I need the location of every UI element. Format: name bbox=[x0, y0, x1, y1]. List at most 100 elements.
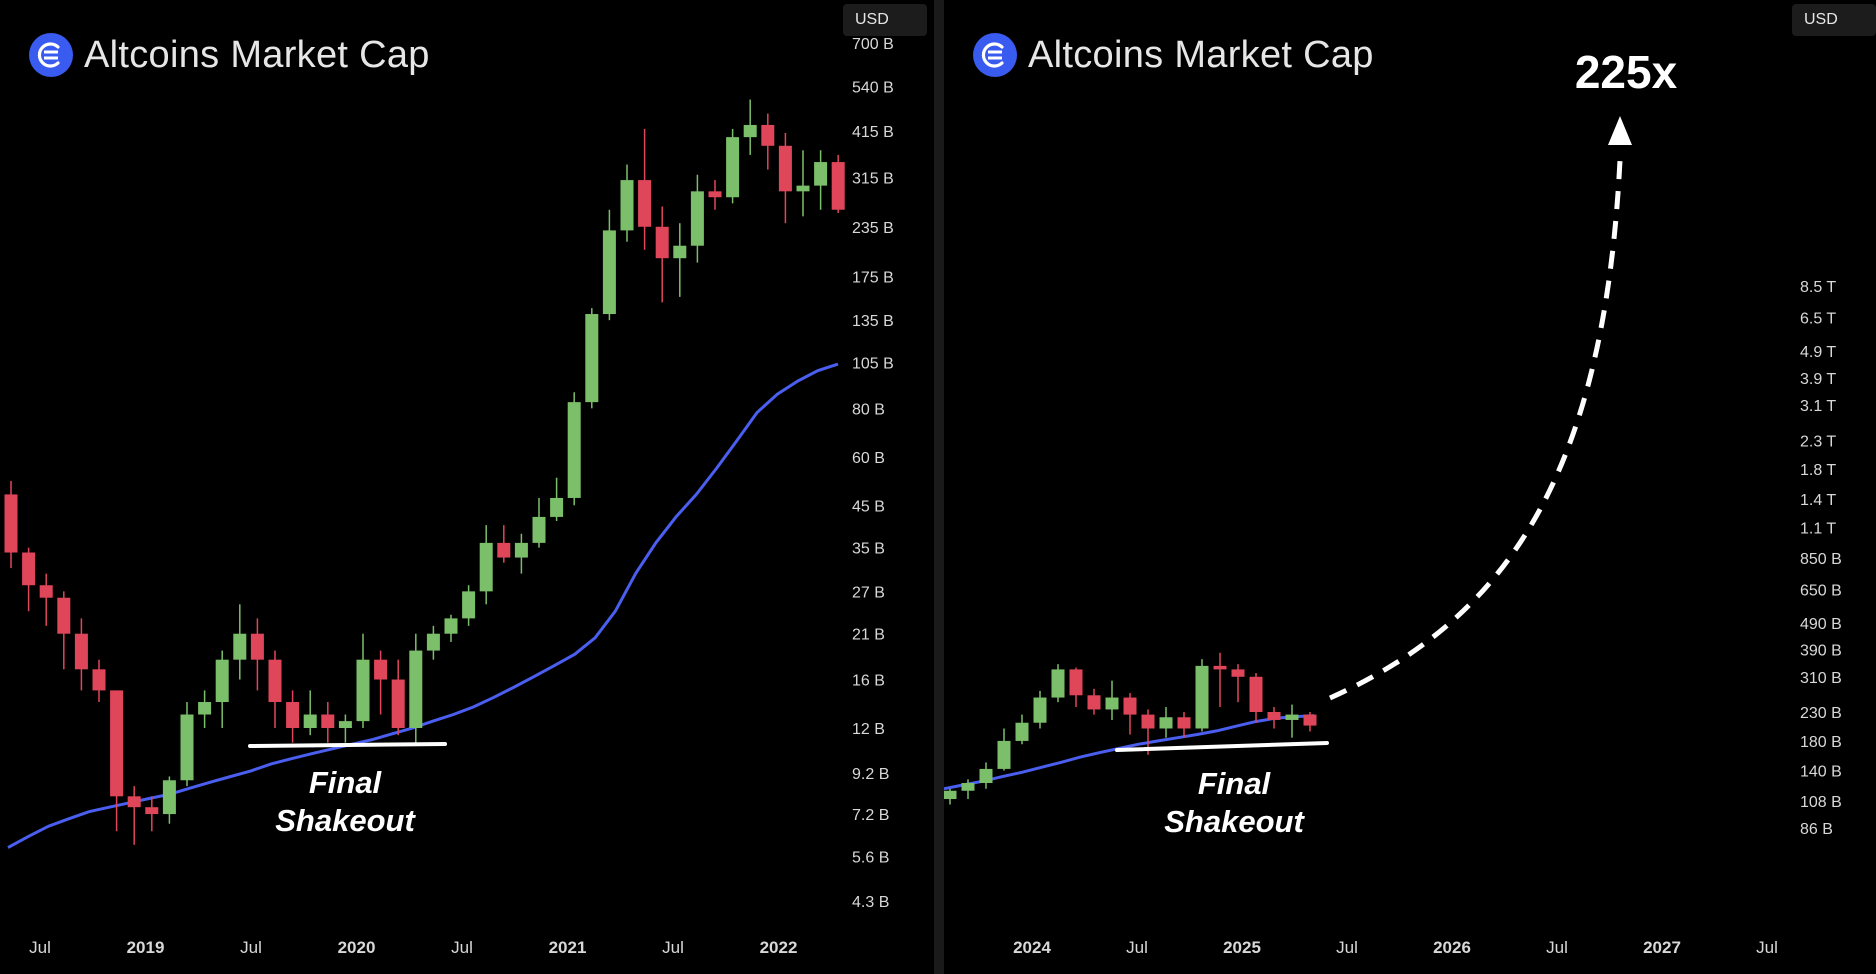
candle bbox=[778, 132, 792, 224]
candle-body bbox=[74, 633, 88, 670]
candle bbox=[550, 477, 564, 521]
candle-body bbox=[1159, 717, 1173, 729]
candle-body bbox=[145, 807, 159, 815]
y-tick-label: 105 B bbox=[852, 356, 894, 373]
projection-arrowhead-icon bbox=[1608, 116, 1632, 145]
candle-body bbox=[550, 497, 564, 517]
y-tick-label: 35 B bbox=[852, 541, 885, 558]
y-tick-label: 540 B bbox=[852, 80, 894, 97]
candle-body bbox=[1213, 665, 1227, 670]
candle bbox=[180, 702, 194, 787]
y-tick-label: 7.2 B bbox=[852, 807, 889, 824]
left-title-block: Altcoins Market Cap bbox=[28, 32, 430, 78]
y-tick-label: 86 B bbox=[1800, 821, 1833, 838]
candle bbox=[532, 497, 546, 548]
candle-body bbox=[761, 124, 775, 146]
y-tick-label: 700 B bbox=[852, 36, 894, 53]
y-tick-label: 310 B bbox=[1800, 670, 1842, 687]
projection-arrow bbox=[1328, 159, 1623, 701]
candle-body bbox=[444, 618, 458, 634]
candle bbox=[979, 762, 993, 789]
right-chart-panel: 8.5 T 6.5 T 4.9 T 3.9 T 3.1 T 2.3 T 1.8 T 1.4 T… bbox=[944, 0, 1876, 974]
candle bbox=[497, 525, 511, 563]
y-tick-label: 415 B bbox=[852, 124, 894, 141]
x-tick-label: 2027 bbox=[1643, 938, 1681, 957]
altcoin-logo-icon bbox=[29, 33, 73, 77]
y-tick-label: 3.9 T bbox=[1800, 371, 1836, 388]
candle bbox=[1195, 659, 1209, 732]
y-tick-label: 108 B bbox=[1800, 794, 1842, 811]
y-tick-label: 9.2 B bbox=[852, 766, 889, 783]
candle bbox=[74, 618, 88, 691]
y-tick-label: 390 B bbox=[1800, 643, 1842, 660]
candle bbox=[462, 585, 476, 626]
candle-body bbox=[673, 245, 687, 259]
candle bbox=[250, 618, 264, 691]
candle bbox=[638, 128, 652, 250]
candle-body bbox=[602, 230, 616, 315]
candle bbox=[198, 690, 212, 728]
candle bbox=[997, 728, 1011, 771]
candle-body bbox=[356, 659, 370, 722]
right-title-block: Altcoins Market Cap bbox=[972, 32, 1374, 78]
candle-body bbox=[426, 633, 440, 651]
candle-body bbox=[497, 542, 511, 558]
candle-body bbox=[743, 124, 757, 138]
candle-body bbox=[1195, 665, 1209, 729]
support-line bbox=[1115, 741, 1329, 752]
x-tick-label: 2024 bbox=[1013, 938, 1051, 957]
candle-body bbox=[162, 780, 176, 815]
annotation-shakeout: Shakeout bbox=[275, 803, 416, 838]
y-tick-label: 16 B bbox=[852, 673, 885, 690]
candle bbox=[796, 150, 810, 217]
y-tick-label: 1.1 T bbox=[1800, 520, 1836, 537]
candle-body bbox=[4, 494, 18, 553]
left-chart-panel: 700 B 540 B 415 B 315 B 235 B 175 B 135 B 105 B… bbox=[0, 0, 934, 974]
candle-body bbox=[479, 542, 493, 592]
candle bbox=[286, 690, 300, 743]
candle bbox=[268, 650, 282, 728]
candle-body bbox=[638, 180, 652, 227]
candle bbox=[673, 223, 687, 297]
candle-body bbox=[514, 542, 528, 558]
candle bbox=[356, 633, 370, 728]
candle bbox=[1267, 706, 1281, 729]
y-tick-label: 235 B bbox=[852, 220, 894, 237]
x-tick-label: Jul bbox=[1336, 938, 1358, 957]
candle bbox=[690, 174, 704, 263]
candle-body bbox=[303, 714, 317, 728]
candle bbox=[708, 180, 722, 210]
left-chart-svg: 700 B 540 B 415 B 315 B 235 B 175 B 135 B 105 B… bbox=[4, 36, 894, 957]
y-tick-label: 27 B bbox=[852, 584, 885, 601]
y-tick-label: 315 B bbox=[852, 170, 894, 187]
candle-body bbox=[409, 650, 423, 728]
y-tick-label: 45 B bbox=[852, 498, 885, 515]
candle bbox=[374, 650, 388, 715]
y-tick-label: 180 B bbox=[1800, 734, 1842, 751]
x-tick-label: Jul bbox=[1546, 938, 1568, 957]
x-tick-label: 2019 bbox=[127, 938, 165, 957]
candle-body bbox=[374, 659, 388, 680]
candle-body bbox=[1303, 714, 1317, 726]
candle-body bbox=[532, 516, 546, 543]
x-tick-label: 2025 bbox=[1223, 938, 1261, 957]
candle-body bbox=[321, 714, 335, 728]
candle-body bbox=[1015, 722, 1029, 741]
x-tick-label: 2020 bbox=[338, 938, 376, 957]
y-tick-label: 490 B bbox=[1800, 616, 1842, 633]
candle-body bbox=[831, 162, 845, 210]
left-currency-button[interactable]: USD bbox=[843, 4, 927, 36]
candle bbox=[92, 659, 106, 703]
right-currency-button[interactable]: USD bbox=[1792, 4, 1876, 36]
candle-body bbox=[1033, 697, 1047, 723]
support-line bbox=[248, 742, 447, 748]
right-chart-svg: 8.5 T 6.5 T 4.9 T 3.9 T 3.1 T 2.3 T 1.8 T 1.4 T… bbox=[944, 46, 1842, 957]
candle-body bbox=[567, 402, 581, 498]
candle bbox=[567, 392, 581, 506]
panel-divider bbox=[934, 0, 944, 974]
candle bbox=[426, 625, 440, 660]
candle-body bbox=[1105, 697, 1119, 710]
y-tick-label: 3.1 T bbox=[1800, 398, 1836, 415]
candle bbox=[655, 206, 669, 303]
y-tick-label: 8.5 T bbox=[1800, 279, 1836, 296]
